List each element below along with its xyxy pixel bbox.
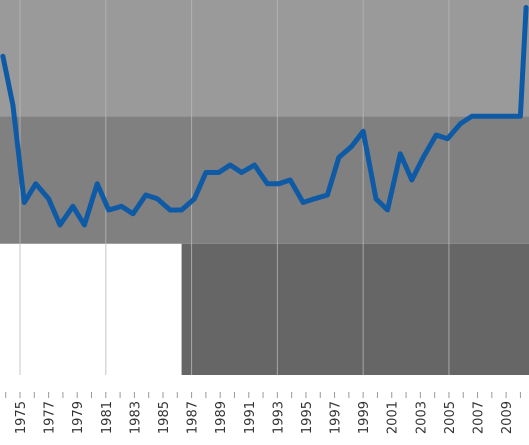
gridlines [19, 0, 450, 375]
background-band [181, 243, 529, 375]
x-axis: 1975 1977 1979 1981 1983 1985 1987 1989 1991 1993… [5, 392, 521, 434]
x-tick-label: 1975 [14, 401, 29, 434]
x-tick-label: 1983 [128, 401, 143, 434]
x-tick-label: 1999 [357, 401, 372, 434]
series-lines [0, 5, 529, 228]
x-tick-label: 1979 [71, 401, 86, 434]
x-tick-label: 1995 [300, 401, 315, 434]
series-line [0, 5, 529, 228]
x-tick-label: 1989 [214, 401, 229, 434]
background-bands [0, 0, 529, 375]
x-tick-label: 2009 [500, 401, 515, 434]
x-tick-label: 1985 [157, 401, 172, 434]
x-tick-label: 1997 [329, 401, 344, 434]
x-tick-label: 2001 [386, 401, 401, 434]
x-tick-label: 1993 [271, 401, 286, 434]
x-tick-label: 1981 [100, 401, 115, 434]
x-tick-label: 1991 [243, 401, 258, 434]
x-tick-label: 2007 [472, 401, 487, 434]
x-tick-label: 2005 [443, 401, 458, 434]
x-tick-label: 2003 [414, 401, 429, 434]
background-band [0, 0, 529, 117]
x-tick-label: 1977 [43, 401, 58, 434]
x-tick-label: 1987 [186, 401, 201, 434]
